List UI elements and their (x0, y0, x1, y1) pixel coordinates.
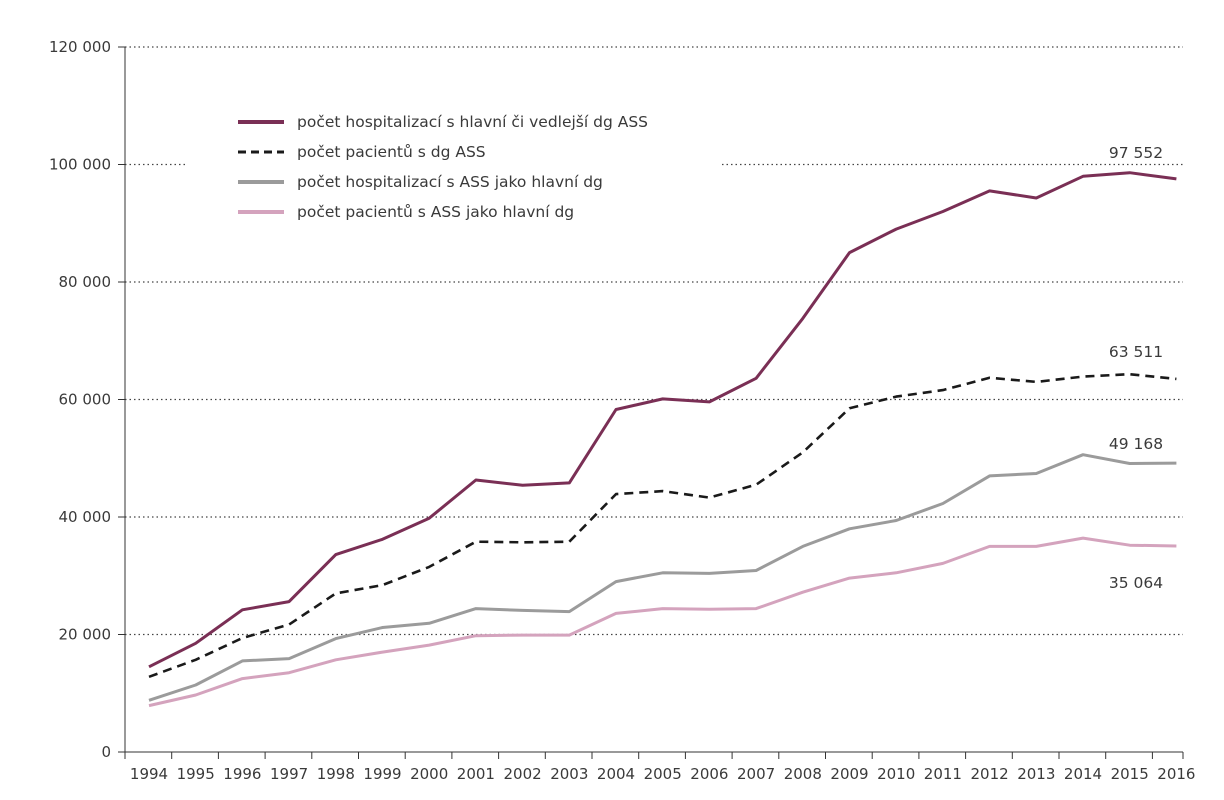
y-tick-label: 20 000 (59, 626, 112, 644)
x-tick-label: 2003 (550, 765, 588, 783)
x-tick-label: 2001 (457, 765, 495, 783)
x-tick-label: 1997 (270, 765, 308, 783)
end-value-label: 97 552 (1109, 144, 1163, 162)
y-tick-label: 100 000 (49, 156, 111, 174)
x-tick-label: 2004 (597, 765, 635, 783)
x-tick-label: 2013 (1017, 765, 1055, 783)
end-value-label: 49 168 (1109, 435, 1163, 453)
x-tick-label: 2010 (877, 765, 915, 783)
series-group (148, 171, 1177, 708)
y-tick-label: 0 (101, 743, 111, 761)
y-tick-label: 40 000 (59, 508, 112, 526)
legend: počet hospitalizací s hlavní či vedlejší… (238, 113, 648, 221)
y-tick-label: 60 000 (59, 391, 112, 409)
x-tick-label: 2009 (830, 765, 868, 783)
x-tick-label: 2008 (784, 765, 822, 783)
x-tick-label: 2007 (737, 765, 775, 783)
end-value-label: 63 511 (1109, 343, 1163, 361)
legend-label: počet hospitalizací s ASS jako hlavní dg (297, 173, 603, 191)
x-tick-label: 2005 (644, 765, 682, 783)
axes: 0 20 000 40 000 60 000 80 000 100 000 120 000 1… (49, 38, 1196, 783)
end-labels: 97 552 63 511 49 168 35 064 (1109, 144, 1163, 592)
x-tick-label: 2012 (971, 765, 1009, 783)
grid (125, 46, 1183, 636)
x-tick-label: 1995 (177, 765, 215, 783)
x-tick-label: 1999 (363, 765, 401, 783)
y-tick-label: 120 000 (49, 38, 111, 56)
x-tick-label: 1998 (317, 765, 355, 783)
series-line-1 (148, 171, 1177, 669)
series-line-2 (148, 372, 1177, 679)
legend-label: počet pacientů s ASS jako hlavní dg (297, 203, 574, 221)
x-tick-label: 1994 (130, 765, 168, 783)
x-tick-label: 2006 (690, 765, 728, 783)
x-tick-label: 2016 (1157, 765, 1195, 783)
x-tick-label: 2015 (1111, 765, 1149, 783)
legend-label: počet hospitalizací s hlavní či vedlejší… (297, 113, 648, 131)
x-tick-label: 2011 (924, 765, 962, 783)
legend-label: počet pacientů s dg ASS (297, 143, 486, 161)
end-value-label: 35 064 (1109, 574, 1163, 592)
x-tick-label: 2014 (1064, 765, 1102, 783)
y-tick-label: 80 000 (59, 273, 112, 291)
x-tick-label: 1996 (223, 765, 261, 783)
series-line-4 (148, 536, 1177, 708)
x-tick-label: 2002 (504, 765, 542, 783)
x-tick-label: 2000 (410, 765, 448, 783)
series-line-3 (148, 453, 1177, 702)
